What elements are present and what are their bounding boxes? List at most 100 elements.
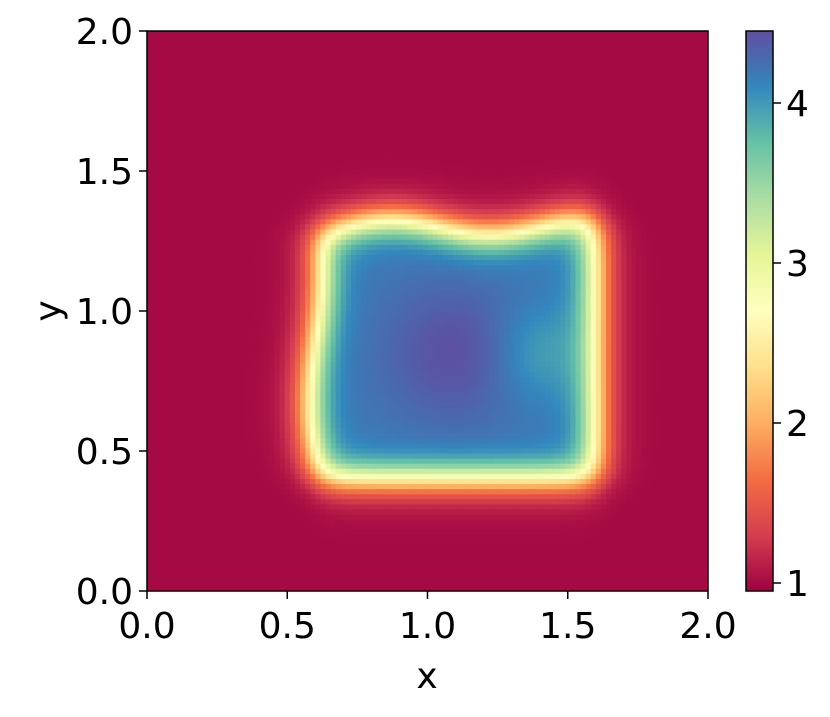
heatmap-cell — [682, 148, 689, 154]
heatmap-cell — [463, 183, 469, 190]
heatmap-cell — [442, 229, 449, 236]
heatmap-cell — [228, 244, 235, 251]
heatmap-cell — [351, 199, 357, 205]
heatmap-cell — [544, 132, 551, 139]
heatmap-cell — [274, 51, 281, 58]
heatmap-cell — [162, 158, 168, 164]
heatmap-cell — [631, 56, 638, 63]
heatmap-cell — [539, 92, 546, 98]
heatmap-cell — [289, 229, 296, 236]
heatmap-cell — [493, 158, 500, 164]
heatmap-cell — [213, 204, 219, 210]
heatmap-cell — [402, 239, 408, 246]
heatmap-cell — [162, 71, 168, 78]
heatmap-cell — [249, 46, 255, 52]
heatmap-cell — [463, 81, 469, 88]
heatmap-cell — [667, 102, 673, 108]
heatmap-cell — [157, 229, 163, 236]
heatmap-cell — [422, 178, 429, 185]
heatmap-cell — [203, 153, 209, 159]
heatmap-cell — [692, 31, 699, 37]
heatmap-cell — [243, 51, 250, 58]
heatmap-cell — [407, 224, 413, 231]
heatmap-cell — [473, 87, 480, 93]
heatmap-cell — [366, 71, 372, 78]
heatmap-cell — [223, 107, 230, 114]
heatmap-cell — [315, 214, 321, 220]
heatmap-cell — [432, 71, 439, 78]
heatmap-cell — [203, 102, 209, 108]
heatmap-cell — [498, 178, 505, 185]
heatmap-cell — [427, 117, 434, 124]
heatmap-cell — [662, 209, 668, 215]
heatmap-cell — [565, 102, 571, 108]
heatmap-cell — [641, 193, 648, 200]
heatmap-cell — [590, 117, 597, 124]
heatmap-cell — [402, 204, 408, 210]
heatmap-cell — [468, 137, 474, 144]
heatmap-cell — [294, 61, 301, 68]
heatmap-cell — [381, 255, 388, 261]
heatmap-cell — [616, 36, 622, 42]
heatmap-cell — [264, 127, 270, 134]
heatmap-cell — [294, 229, 301, 236]
heatmap-cell — [182, 97, 189, 103]
heatmap-cell — [529, 178, 536, 185]
heatmap-cell — [651, 122, 658, 129]
heatmap-cell — [646, 97, 653, 103]
heatmap-cell — [437, 229, 444, 236]
heatmap-cell — [641, 71, 648, 78]
heatmap-cell — [279, 143, 286, 149]
heatmap-cell — [325, 244, 332, 251]
heatmap-cell — [560, 71, 566, 78]
heatmap-cell — [238, 56, 245, 63]
heatmap-cell — [600, 234, 607, 241]
heatmap-cell — [294, 143, 301, 149]
heatmap-cell — [478, 31, 485, 37]
heatmap-cell — [667, 163, 673, 170]
heatmap-cell — [177, 199, 184, 205]
heatmap-cell — [152, 36, 158, 42]
heatmap-cell — [172, 219, 179, 226]
heatmap-cell — [641, 204, 648, 210]
heatmap-cell — [310, 209, 316, 215]
heatmap-cell — [381, 92, 388, 98]
heatmap-cell — [152, 178, 158, 185]
heatmap-cell — [213, 87, 219, 93]
heatmap-cell — [657, 229, 663, 236]
heatmap-cell — [473, 163, 480, 170]
heatmap-cell — [478, 168, 485, 175]
heatmap-cell — [488, 61, 495, 68]
heatmap-cell — [427, 178, 434, 185]
heatmap-cell — [203, 158, 209, 164]
heatmap-cell — [667, 204, 673, 210]
heatmap-cell — [310, 199, 316, 205]
heatmap-cell — [162, 188, 168, 195]
heatmap-cell — [381, 112, 388, 119]
heatmap-cell — [407, 76, 413, 83]
heatmap-cell — [478, 143, 485, 149]
heatmap-cell — [621, 56, 627, 63]
heatmap-cell — [437, 137, 444, 144]
heatmap-cell — [473, 36, 480, 42]
heatmap-cell — [509, 97, 515, 103]
heatmap-cell — [509, 81, 515, 88]
heatmap-cell — [243, 153, 250, 159]
heatmap-cell — [167, 122, 174, 129]
heatmap-cell — [330, 214, 337, 220]
heatmap-cell — [646, 229, 653, 236]
heatmap-cell — [651, 199, 658, 205]
heatmap-cell — [616, 107, 622, 114]
heatmap-cell — [228, 148, 235, 154]
heatmap-cell — [172, 112, 179, 119]
heatmap-cell — [361, 204, 367, 210]
heatmap-cell — [238, 204, 245, 210]
heatmap-cell — [208, 92, 214, 98]
heatmap-cell — [274, 239, 281, 246]
heatmap-cell — [233, 143, 240, 149]
heatmap-cell — [218, 132, 225, 139]
heatmap-cell — [361, 153, 367, 159]
heatmap-cell — [228, 41, 235, 47]
heatmap-cell — [192, 255, 199, 261]
heatmap-cell — [667, 153, 673, 159]
